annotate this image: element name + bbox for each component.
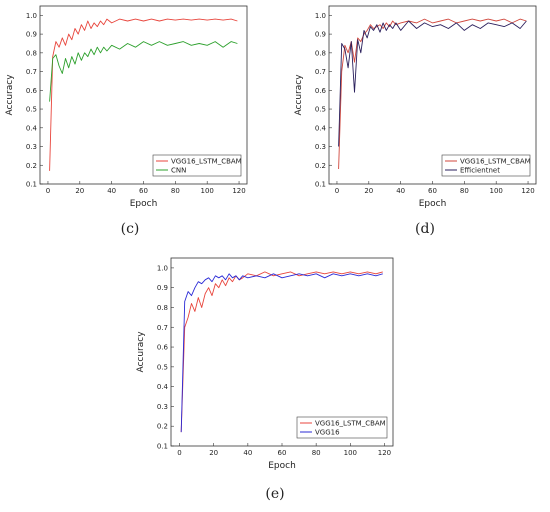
chart-panel-e: 0.1 0.2 0.3 0.4 0.5 0.6 0.7 0.8 0.9 1.0 0 20 40 60 80 1… bbox=[136, 257, 394, 471]
x-tick-label: 0 bbox=[46, 187, 50, 195]
series-line-0 bbox=[180, 271, 383, 433]
series-line-1 bbox=[338, 20, 527, 147]
y-tick-label: 0.9 bbox=[26, 31, 37, 39]
panel-caption-e: (e) bbox=[265, 486, 284, 502]
x-tick-label: 0 bbox=[335, 187, 339, 195]
x-tick-label: 60 bbox=[428, 187, 437, 195]
x-tick-label: 40 bbox=[243, 449, 252, 457]
y-tick-label: 1.0 bbox=[26, 12, 37, 20]
x-tick-label: 80 bbox=[312, 449, 321, 457]
x-tick-label: 20 bbox=[75, 187, 84, 195]
y-tick-label: 0.1 bbox=[315, 181, 326, 189]
legend-entry: VGG16_LSTM_CBAM bbox=[315, 420, 386, 428]
y-tick-label: 0.4 bbox=[26, 124, 38, 132]
panel-caption-d: (d) bbox=[415, 221, 435, 237]
legend-entry: VGG16_LSTM_CBAM bbox=[460, 158, 531, 166]
y-tick-label: 0.3 bbox=[26, 143, 37, 151]
x-tick-label: 100 bbox=[201, 187, 214, 195]
y-tick-label: 0.2 bbox=[315, 162, 326, 170]
y-tick-label: 0.4 bbox=[157, 383, 169, 391]
series-line-0 bbox=[49, 18, 238, 171]
legend-box bbox=[296, 416, 388, 439]
y-tick-label: 0.7 bbox=[157, 324, 168, 332]
x-tick-label: 60 bbox=[139, 187, 148, 195]
y-tick-label: 0.1 bbox=[26, 181, 37, 189]
y-tick-label: 0.8 bbox=[315, 49, 326, 57]
x-tick-label: 100 bbox=[490, 187, 503, 195]
x-axis-label: Epoch bbox=[130, 199, 158, 209]
y-tick-label: 0.4 bbox=[315, 124, 327, 132]
y-tick-label: 0.6 bbox=[315, 87, 327, 95]
x-tick-label: 80 bbox=[171, 187, 180, 195]
y-tick-label: 0.7 bbox=[26, 68, 37, 76]
series-line-1 bbox=[180, 273, 383, 433]
x-tick-label: 40 bbox=[107, 187, 116, 195]
y-tick-label: 0.9 bbox=[157, 284, 168, 292]
y-tick-label: 0.9 bbox=[315, 31, 326, 39]
y-tick-label: 0.1 bbox=[157, 443, 168, 451]
y-tick-label: 0.7 bbox=[315, 68, 326, 76]
x-tick-label: 100 bbox=[344, 449, 357, 457]
x-tick-label: 20 bbox=[364, 187, 373, 195]
x-axis-label: Epoch bbox=[268, 461, 296, 471]
legend-entry: Efficientnet bbox=[460, 167, 500, 175]
series-line-1 bbox=[49, 41, 238, 102]
y-tick-label: 0.8 bbox=[26, 49, 37, 57]
x-tick-label: 40 bbox=[396, 187, 405, 195]
y-tick-label: 0.5 bbox=[157, 363, 168, 371]
y-tick-label: 1.0 bbox=[157, 264, 168, 272]
y-tick-label: 0.6 bbox=[157, 344, 169, 352]
y-tick-label: 0.3 bbox=[157, 403, 168, 411]
y-tick-label: 0.8 bbox=[157, 304, 168, 312]
panel-caption-c: (c) bbox=[121, 221, 140, 237]
y-tick-label: 0.3 bbox=[315, 143, 326, 151]
y-tick-label: 0.5 bbox=[315, 106, 326, 114]
y-axis-label: Accuracy bbox=[136, 331, 146, 373]
legend-entry: CNN bbox=[171, 167, 186, 175]
y-tick-label: 1.0 bbox=[315, 12, 326, 20]
x-tick-label: 80 bbox=[460, 187, 469, 195]
y-tick-label: 0.6 bbox=[26, 87, 38, 95]
legend-box bbox=[441, 154, 531, 177]
x-tick-label: 120 bbox=[232, 187, 245, 195]
x-tick-label: 60 bbox=[278, 449, 287, 457]
x-axis-label: Epoch bbox=[419, 199, 447, 209]
chart-panel-d: 0.1 0.2 0.3 0.4 0.5 0.6 0.7 0.8 0.9 1.0 0 20 40 60 80 1… bbox=[294, 5, 537, 209]
x-tick-label: 120 bbox=[378, 449, 391, 457]
y-tick-label: 0.2 bbox=[26, 162, 37, 170]
series-line-0 bbox=[338, 18, 527, 170]
x-tick-label: 120 bbox=[521, 187, 534, 195]
legend-box bbox=[152, 154, 242, 177]
legend-entry: VGG16 bbox=[315, 429, 340, 437]
y-tick-label: 0.5 bbox=[26, 106, 37, 114]
y-axis-label: Accuracy bbox=[5, 74, 15, 116]
x-tick-label: 20 bbox=[209, 449, 218, 457]
chart-panel-c: 0.1 0.2 0.3 0.4 0.5 0.6 0.7 0.8 0.9 1.0 0 20 40 60 80 1… bbox=[5, 5, 248, 209]
y-axis-label: Accuracy bbox=[294, 74, 304, 116]
x-tick-label: 0 bbox=[177, 449, 181, 457]
legend-entry: VGG16_LSTM_CBAM bbox=[171, 158, 242, 166]
y-tick-label: 0.2 bbox=[157, 423, 168, 431]
